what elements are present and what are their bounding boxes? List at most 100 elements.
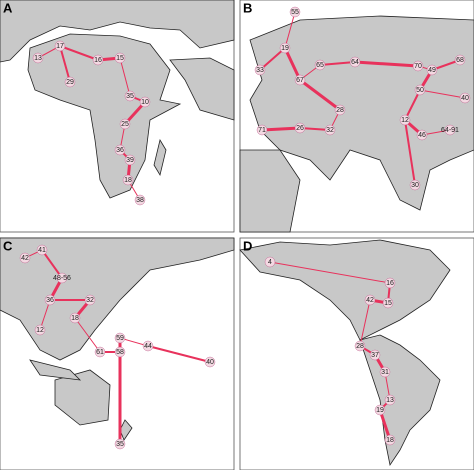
node bbox=[119, 118, 131, 130]
node-label: 19 bbox=[376, 407, 384, 414]
node-label: 13 bbox=[386, 397, 394, 404]
node-label: 17 bbox=[56, 43, 64, 50]
node bbox=[19, 252, 31, 264]
node bbox=[84, 294, 96, 306]
link bbox=[39, 299, 51, 331]
link bbox=[74, 317, 101, 353]
panel-b: B 55 19 33 65 67 64 70 49 68 50 40 28 32 26 12 46 64-91 71… bbox=[239, 0, 474, 233]
node bbox=[289, 6, 301, 18]
node bbox=[34, 324, 46, 336]
node bbox=[369, 349, 381, 361]
node-label: 71 bbox=[258, 127, 266, 134]
node bbox=[444, 124, 456, 136]
node bbox=[294, 122, 306, 134]
node bbox=[426, 64, 438, 76]
node-label: 38 bbox=[136, 197, 144, 204]
node-label: 30 bbox=[411, 182, 419, 189]
node-label: 35 bbox=[116, 441, 124, 448]
node-label: 28 bbox=[356, 343, 364, 350]
node bbox=[254, 64, 266, 76]
panel-label: B bbox=[243, 0, 252, 15]
node-label: 65 bbox=[316, 62, 324, 69]
node bbox=[142, 340, 154, 352]
node bbox=[122, 174, 134, 186]
node-label: 31 bbox=[381, 369, 389, 376]
node bbox=[279, 42, 291, 54]
node bbox=[54, 40, 66, 52]
node-label: 36 bbox=[46, 297, 54, 304]
land bbox=[54, 369, 111, 426]
node-label: 42 bbox=[366, 297, 374, 304]
node-label: 33 bbox=[256, 67, 264, 74]
link bbox=[359, 299, 371, 347]
node bbox=[412, 60, 424, 72]
node bbox=[114, 346, 126, 358]
node-label: 15 bbox=[116, 55, 124, 62]
node bbox=[349, 56, 361, 68]
node-label: 37 bbox=[371, 352, 379, 359]
node-label: 35 bbox=[126, 93, 134, 100]
node bbox=[124, 154, 136, 166]
node bbox=[139, 96, 151, 108]
node-label: 16 bbox=[94, 57, 102, 64]
node bbox=[354, 340, 366, 352]
node-label: 48-56 bbox=[53, 275, 71, 282]
node-label: 40 bbox=[206, 359, 214, 366]
land bbox=[0, 237, 235, 361]
link bbox=[353, 60, 420, 68]
node-label: 50 bbox=[416, 87, 424, 94]
node-label: 25 bbox=[121, 121, 129, 128]
node bbox=[114, 52, 126, 64]
link bbox=[404, 89, 421, 121]
link bbox=[260, 126, 302, 132]
node-label: 4 bbox=[268, 259, 272, 266]
node-label: 64-91 bbox=[441, 127, 459, 134]
link bbox=[378, 408, 392, 442]
node bbox=[56, 272, 68, 284]
node-label: 70 bbox=[414, 63, 422, 70]
link bbox=[59, 45, 99, 61]
node bbox=[334, 104, 346, 116]
node bbox=[32, 52, 44, 64]
node bbox=[314, 59, 326, 71]
link bbox=[284, 11, 296, 49]
node bbox=[384, 394, 396, 406]
node bbox=[64, 76, 76, 88]
node bbox=[374, 404, 386, 416]
node bbox=[364, 294, 376, 306]
node-label: 40 bbox=[461, 95, 469, 102]
node bbox=[459, 92, 471, 104]
node bbox=[379, 366, 391, 378]
land bbox=[27, 33, 182, 199]
node bbox=[414, 84, 426, 96]
link bbox=[419, 89, 466, 99]
link bbox=[404, 119, 416, 186]
node bbox=[92, 54, 104, 66]
node-label: 18 bbox=[124, 177, 132, 184]
link bbox=[319, 61, 356, 66]
link bbox=[283, 46, 302, 82]
node bbox=[256, 124, 268, 136]
node bbox=[94, 346, 106, 358]
node bbox=[382, 297, 394, 309]
link bbox=[298, 78, 342, 112]
node-label: 32 bbox=[86, 297, 94, 304]
node bbox=[324, 124, 336, 136]
node-label: 64 bbox=[351, 59, 359, 66]
node bbox=[384, 277, 396, 289]
node bbox=[69, 312, 81, 324]
node-label: 16 bbox=[386, 280, 394, 287]
node-label: 15 bbox=[384, 300, 392, 307]
node-label: 10 bbox=[141, 99, 149, 106]
panel-label: A bbox=[3, 0, 13, 15]
node-label: 29 bbox=[66, 79, 74, 86]
node bbox=[36, 244, 48, 256]
node-label: 26 bbox=[296, 125, 304, 132]
node-label: 42 bbox=[21, 255, 29, 262]
node-label: 55 bbox=[291, 9, 299, 16]
node-label: 39 bbox=[126, 157, 134, 164]
link bbox=[119, 57, 131, 97]
node bbox=[134, 194, 146, 206]
